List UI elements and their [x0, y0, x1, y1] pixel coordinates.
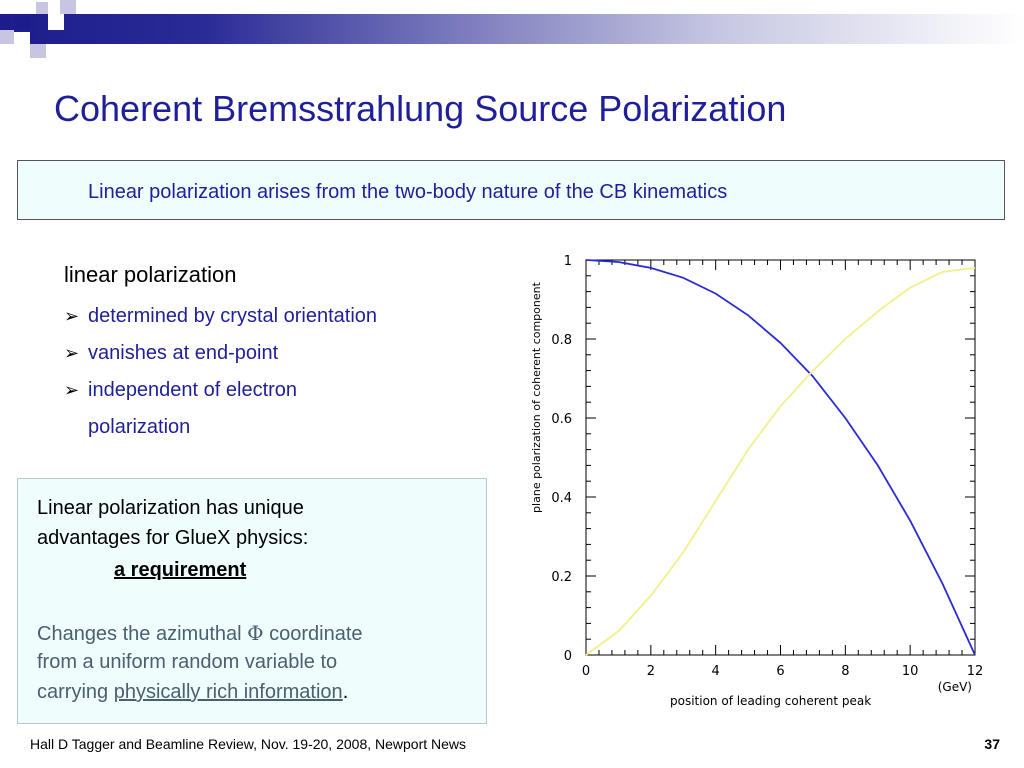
logo-square-1	[14, 14, 30, 30]
bullet-text: independent of electron	[88, 379, 298, 401]
x-axis-label: position of leading coherent peak	[670, 694, 871, 708]
x-tick-label: 2	[647, 664, 655, 679]
changes-line-2: from a uniform random variable to	[37, 651, 338, 673]
logo-square-7	[0, 30, 14, 44]
plot-frame	[585, 259, 976, 656]
logo-square-4	[60, 0, 76, 14]
x-tick-label: 10	[902, 664, 919, 679]
carrying-prefix: carrying	[37, 681, 114, 703]
y-tick-label: 0.4	[551, 491, 572, 506]
section-heading: linear polarization	[64, 262, 237, 287]
bullet-list: ➢ determined by crystal orientation ➢ va…	[64, 298, 484, 446]
y-tick-label: 0.8	[551, 333, 572, 348]
x-tick-label: 4	[712, 664, 720, 679]
x-tick-label: 8	[841, 664, 849, 679]
changes-suffix: coordinate	[263, 623, 363, 645]
arrow-bullet-icon: ➢	[64, 343, 80, 363]
callout-box: Linear polarization arises from the two-…	[17, 160, 1005, 220]
advantages-box: Linear polarization has unique advantage…	[17, 478, 487, 724]
x-axis-unit: (GeV)	[938, 680, 972, 694]
y-tick-label: 0	[564, 649, 572, 664]
polarization-chart: 0 2 4 6 8 10 12 0 0.2 0.4 0.6 0.8 1 position of leadi…	[530, 254, 984, 708]
series-line-0	[585, 259, 976, 656]
physically-rich-information-text: physically rich information	[113, 681, 343, 703]
bullet-item: ➢ determined by crystal orientation	[64, 298, 484, 335]
y-tick-label: 0.2	[551, 570, 572, 585]
arrow-bullet-icon: ➢	[64, 306, 80, 326]
page-number: 37	[984, 736, 1000, 752]
x-tick-label: 0	[582, 664, 590, 679]
y-tick-label: 0.6	[551, 412, 572, 427]
advantages-line-2: advantages for GlueX physics:	[37, 527, 309, 549]
advantages-line-1: Linear polarization has unique	[37, 497, 304, 519]
logo-square-5	[14, 32, 30, 46]
bullet-text: vanishes at end-point	[88, 342, 279, 364]
logo-square-2	[36, 2, 48, 14]
logo-square-3	[48, 14, 64, 30]
changes-prefix: Changes the azimuthal	[37, 623, 248, 645]
y-tick-label: 1	[564, 254, 572, 269]
logo-square-6	[30, 44, 46, 58]
changes-line: Changes the azimuthal Φ coordinate	[37, 621, 363, 646]
bullet-item: ➢ independent of electron polarization	[64, 372, 484, 446]
bullet-item: ➢ vanishes at end-point	[64, 335, 484, 372]
callout-text: Linear polarization arises from the two-…	[88, 181, 728, 203]
x-tick-label: 6	[776, 664, 784, 679]
slide-title: Coherent Bremsstrahlung Source Polarizat…	[54, 88, 787, 129]
header-gradient-bar	[0, 14, 1024, 44]
changes-line-3: carrying physically rich information.	[37, 681, 348, 704]
arrow-bullet-icon: ➢	[64, 380, 80, 400]
bullet-text-continued: polarization	[88, 416, 191, 438]
series-line-1	[585, 267, 976, 656]
period: .	[342, 681, 349, 703]
y-axis-label: plane polarization of coherent component	[530, 281, 543, 513]
x-tick-label: 12	[967, 664, 984, 679]
footer-text: Hall D Tagger and Beamline Review, Nov. …	[30, 736, 467, 752]
phi-symbol: Φ	[247, 621, 264, 645]
requirement-label: a requirement	[114, 559, 247, 581]
bullet-text: determined by crystal orientation	[88, 305, 378, 327]
